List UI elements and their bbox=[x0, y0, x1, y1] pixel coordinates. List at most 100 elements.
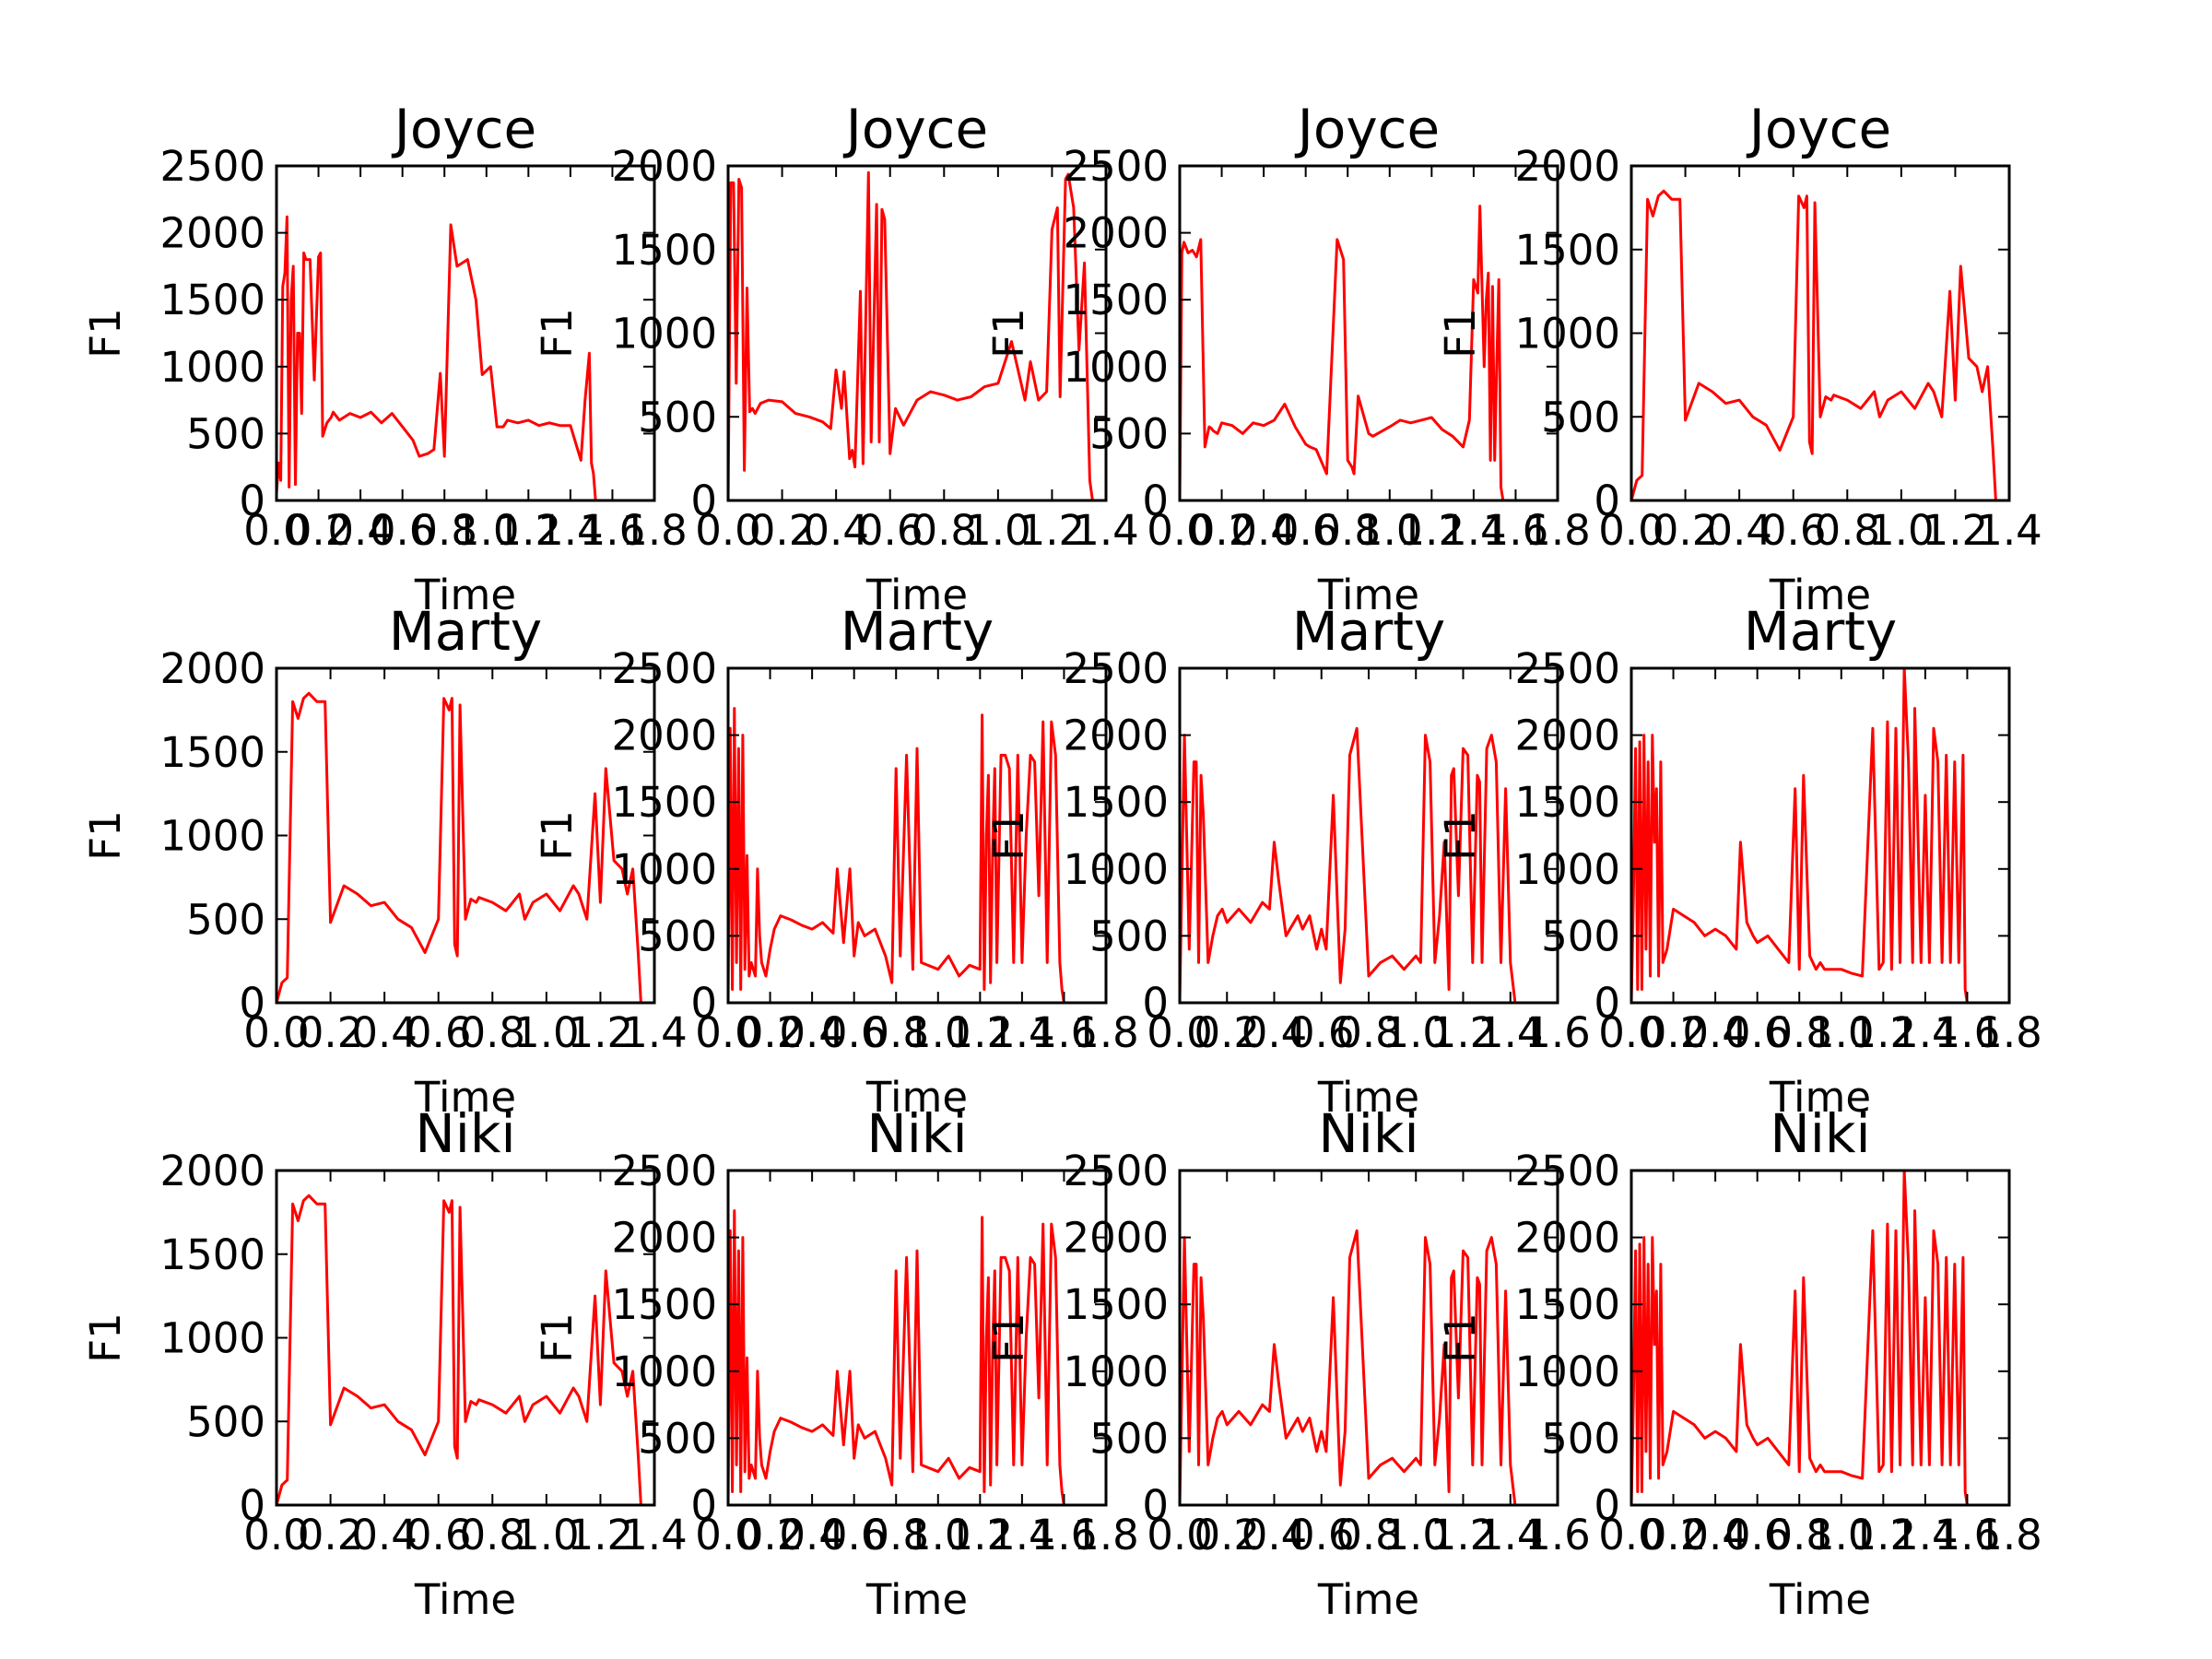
y-axis-label: F1 bbox=[1436, 308, 1485, 359]
x-tick-label: 1.4 bbox=[621, 1511, 688, 1559]
subplot-6: 0.00.20.40.60.81.01.21.41.61.80500100015… bbox=[533, 600, 1139, 1122]
chart-title: Niki bbox=[415, 1102, 515, 1165]
x-tick-label: 0.8 bbox=[1335, 1008, 1402, 1057]
y-tick-label: 1000 bbox=[1514, 845, 1620, 894]
x-tick-label: 1.2 bbox=[1923, 506, 1989, 555]
y-axis-label: F1 bbox=[984, 308, 1033, 359]
x-tick-label: 0.8 bbox=[1766, 1511, 1832, 1559]
y-tick-label: 1000 bbox=[1514, 310, 1620, 359]
chart-title: Marty bbox=[389, 600, 543, 663]
y-tick-label: 2500 bbox=[611, 644, 717, 693]
x-axis-label: Time bbox=[1317, 1575, 1419, 1624]
x-tick-label: 0.6 bbox=[857, 506, 924, 555]
x-axis-label: Time bbox=[414, 1575, 516, 1624]
x-tick-label: 1.2 bbox=[568, 1511, 634, 1559]
x-tick-label: 0.4 bbox=[327, 506, 394, 555]
x-tick-label: 0.0 bbox=[695, 1008, 761, 1057]
x-tick-label: 0.0 bbox=[243, 1511, 310, 1559]
x-axis-label: Time bbox=[414, 571, 516, 619]
x-tick-label: 1.6 bbox=[1935, 1008, 2001, 1057]
x-axis-label: Time bbox=[414, 1073, 516, 1122]
series-line-1 bbox=[728, 1209, 1065, 1505]
x-axis-label: Time bbox=[1769, 1073, 1871, 1122]
y-tick-label: 0 bbox=[1594, 477, 1620, 525]
x-tick-label: 1.4 bbox=[1477, 1008, 1544, 1057]
y-axis-label: F1 bbox=[984, 1312, 1033, 1363]
y-tick-label: 0 bbox=[1594, 979, 1620, 1028]
y-tick-label: 2500 bbox=[1063, 644, 1169, 693]
x-tick-label: 1.0 bbox=[1868, 506, 1935, 555]
plot-area bbox=[1630, 1169, 2011, 1507]
x-tick-label: 0.4 bbox=[1682, 1008, 1748, 1057]
y-tick-label: 500 bbox=[1089, 912, 1169, 960]
y-tick-label: 1000 bbox=[611, 1347, 717, 1396]
y-axis-label: F1 bbox=[81, 308, 130, 359]
x-tick-label: 0.0 bbox=[243, 506, 310, 555]
x-tick-label: 0.0 bbox=[1147, 1008, 1213, 1057]
x-tick-label: 0.2 bbox=[737, 1511, 804, 1559]
x-tick-label: 1.4 bbox=[621, 1008, 688, 1057]
series-line-1 bbox=[1631, 189, 1997, 500]
x-tick-label: 0.2 bbox=[1189, 506, 1255, 555]
y-tick-label: 1000 bbox=[1063, 343, 1169, 392]
x-tick-label: 0.0 bbox=[1598, 1008, 1665, 1057]
x-tick-label: 1.4 bbox=[1892, 1511, 1959, 1559]
x-axis-label: Time bbox=[1317, 1073, 1419, 1122]
x-tick-label: 0.8 bbox=[1814, 506, 1880, 555]
y-tick-label: 2000 bbox=[1063, 712, 1169, 760]
subplot-4: 0.00.20.40.60.81.01.21.40500100015002000… bbox=[1436, 98, 2042, 619]
x-tick-label: 0.8 bbox=[411, 506, 477, 555]
x-axis-label: Time bbox=[1769, 571, 1871, 619]
x-tick-label: 1.0 bbox=[1808, 1008, 1875, 1057]
x-tick-label: 1.8 bbox=[1524, 506, 1591, 555]
x-tick-label: 1.4 bbox=[1976, 506, 2042, 555]
x-tick-label: 1.0 bbox=[453, 506, 520, 555]
y-tick-label: 500 bbox=[186, 1397, 265, 1446]
x-axis-label: Time bbox=[1317, 571, 1419, 619]
y-tick-label: 0 bbox=[690, 979, 717, 1028]
y-tick-label: 2000 bbox=[159, 1147, 265, 1195]
x-tick-label: 1.2 bbox=[1851, 1511, 1917, 1559]
plot-area bbox=[1630, 666, 2011, 1005]
y-axis-label: F1 bbox=[984, 810, 1033, 861]
y-tick-label: 2500 bbox=[159, 142, 265, 191]
x-tick-label: 0.2 bbox=[737, 1008, 804, 1057]
y-tick-label: 1000 bbox=[159, 1314, 265, 1363]
y-tick-label: 2500 bbox=[1514, 644, 1620, 693]
y-tick-label: 1500 bbox=[1063, 1280, 1169, 1329]
y-tick-label: 2500 bbox=[1063, 1147, 1169, 1195]
x-tick-label: 0.2 bbox=[1194, 1511, 1260, 1559]
x-tick-label: 0.6 bbox=[406, 1008, 472, 1057]
series-line-1 bbox=[1180, 726, 1517, 1003]
y-tick-label: 1000 bbox=[611, 845, 717, 894]
x-tick-label: 1.4 bbox=[1073, 506, 1139, 555]
y-tick-label: 2500 bbox=[611, 1147, 717, 1195]
plot-area bbox=[1178, 164, 1559, 502]
y-tick-label: 500 bbox=[186, 895, 265, 944]
chart-title: Niki bbox=[866, 1102, 967, 1165]
x-tick-label: 1.4 bbox=[989, 1008, 1055, 1057]
x-tick-label: 1.4 bbox=[989, 1511, 1055, 1559]
y-tick-label: 2000 bbox=[611, 712, 717, 760]
y-axis-label: F1 bbox=[81, 810, 130, 861]
y-tick-label: 1500 bbox=[611, 778, 717, 827]
plot-area bbox=[726, 666, 1108, 1005]
x-tick-label: 1.2 bbox=[1399, 506, 1465, 555]
y-axis-label: F1 bbox=[533, 1312, 582, 1363]
subplot-10: 0.00.20.40.60.81.01.21.41.61.80500100015… bbox=[533, 1102, 1139, 1624]
x-tick-label: 0.2 bbox=[1641, 1511, 1707, 1559]
x-tick-label: 1.8 bbox=[1976, 1008, 2042, 1057]
y-tick-label: 1000 bbox=[1063, 1347, 1169, 1396]
y-tick-label: 1000 bbox=[159, 812, 265, 861]
x-tick-label: 0.6 bbox=[1273, 506, 1339, 555]
x-tick-label: 0.4 bbox=[1241, 1008, 1308, 1057]
x-tick-label: 1.8 bbox=[621, 506, 688, 555]
x-tick-label: 1.6 bbox=[1031, 1511, 1098, 1559]
x-tick-label: 1.2 bbox=[496, 506, 562, 555]
x-tick-label: 1.6 bbox=[580, 506, 646, 555]
y-tick-label: 2500 bbox=[1063, 142, 1169, 191]
x-tick-label: 1.6 bbox=[1935, 1511, 2001, 1559]
series-line-1 bbox=[1631, 1171, 1969, 1505]
x-tick-label: 0.4 bbox=[1241, 1511, 1308, 1559]
